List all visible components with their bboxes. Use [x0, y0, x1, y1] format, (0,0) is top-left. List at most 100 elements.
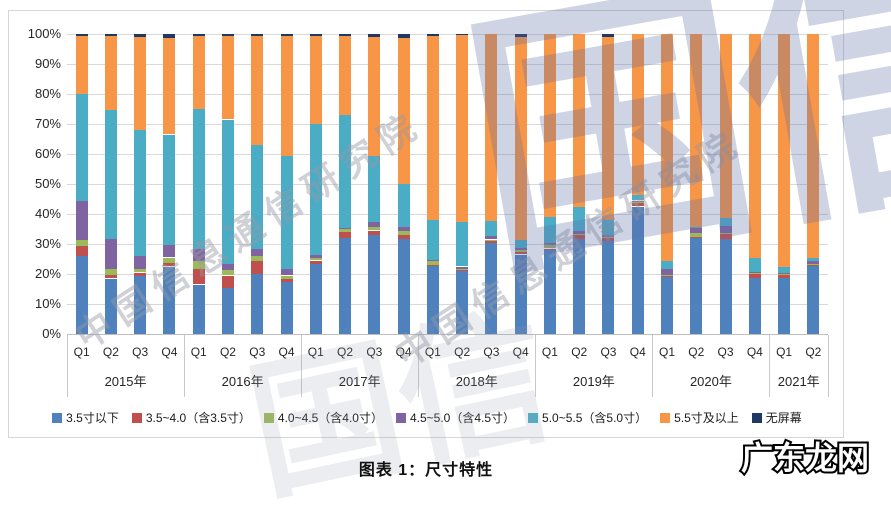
legend-swatch	[131, 412, 142, 423]
quarter-label: Q2	[454, 345, 471, 359]
quarter-label: Q1	[776, 345, 793, 359]
bar-segment	[309, 260, 322, 264]
year-divider	[418, 335, 420, 397]
bar-segment	[778, 34, 791, 267]
bar-segment	[543, 250, 556, 334]
bar-segment	[456, 34, 469, 35]
bar-segment	[485, 239, 498, 241]
legend-swatch	[395, 412, 406, 423]
bar-segment	[602, 238, 615, 241]
bar-segment	[426, 34, 439, 36]
bar-segment	[75, 94, 88, 201]
bar-segment	[719, 226, 732, 234]
quarter-label: Q4	[746, 345, 763, 359]
bar-segment	[163, 34, 176, 38]
legend-label: 无屏幕	[765, 411, 802, 425]
legend-item: 3.5寸以下	[52, 409, 119, 426]
bar-segment	[339, 238, 352, 334]
bar-segment	[368, 155, 381, 223]
bar-segment	[748, 273, 761, 274]
bar-segment	[309, 124, 322, 255]
bar-segment	[339, 34, 352, 36]
legend-swatch	[660, 412, 671, 423]
bar-segment	[192, 268, 205, 285]
bar-segment	[251, 36, 264, 145]
bar-segment	[426, 261, 439, 265]
bar-segment	[251, 145, 264, 249]
quarter-label: Q1	[541, 345, 558, 359]
bar-segment	[192, 248, 205, 261]
chart-caption: 图表 1：尺寸特性	[358, 462, 494, 479]
bar-segment	[690, 238, 703, 334]
bar-segment	[661, 275, 674, 277]
bar-segment	[339, 232, 352, 238]
year-divider	[184, 335, 186, 397]
year-label: 2021年	[777, 374, 820, 389]
bar-segment	[221, 36, 234, 120]
bar-segment	[748, 271, 761, 274]
bar-segment	[719, 238, 732, 334]
legend-item: 4.0~4.5（含4.0寸）	[263, 409, 383, 426]
bar-segment	[485, 243, 498, 334]
bar-segment	[573, 235, 586, 239]
gridline	[67, 154, 828, 155]
bar-segment	[690, 237, 703, 238]
bar-segment	[368, 226, 381, 231]
bar-segment	[397, 238, 410, 334]
bar-segment	[661, 277, 674, 334]
bar-segment	[807, 34, 820, 258]
bar-segment	[778, 274, 791, 275]
gridline	[67, 64, 828, 65]
bar-segment	[192, 36, 205, 109]
bar-segment	[778, 273, 791, 275]
bar-segment	[719, 34, 732, 218]
year-label: 2016年	[221, 374, 264, 389]
bar-segment	[485, 240, 498, 244]
bar-segment	[280, 36, 293, 157]
bar-segment	[104, 268, 117, 275]
bar-segment	[748, 34, 761, 259]
bar-segment	[661, 261, 674, 269]
bar-segment	[163, 257, 176, 263]
bar-segment	[192, 260, 205, 269]
bar-segment	[104, 274, 117, 279]
y-tick-label: 80%	[34, 86, 61, 101]
y-tick-label: 0%	[42, 326, 61, 341]
bar-segment	[573, 230, 586, 235]
bar-segment	[719, 217, 732, 226]
gridline	[67, 34, 828, 35]
bar-segment	[485, 34, 498, 221]
legend-item: 5.5寸及以上	[660, 409, 739, 426]
bar-segment	[280, 275, 293, 279]
bar-segment	[690, 228, 703, 233]
bar-segment	[807, 265, 820, 266]
bar-segment	[807, 264, 820, 265]
bar-segment	[748, 258, 761, 272]
bar-segment	[134, 34, 147, 37]
bar-segment	[426, 265, 439, 334]
bar-segment	[631, 34, 644, 195]
bar-segment	[602, 235, 615, 238]
legend-swatch	[52, 412, 63, 423]
y-tick-label: 40%	[34, 206, 61, 221]
year-label: 2020年	[689, 374, 732, 389]
bar-segment	[573, 238, 586, 334]
bar-segment	[514, 240, 527, 248]
quarter-label: Q2	[337, 345, 354, 359]
quarter-label: Q3	[249, 345, 266, 359]
bar-segment	[221, 119, 234, 265]
bar-segment	[426, 35, 439, 221]
bar-segment	[543, 244, 556, 249]
legend-label: 3.5~4.0（含3.5寸）	[145, 411, 251, 425]
year-label: 2019年	[572, 374, 615, 389]
bar-segment	[602, 241, 615, 334]
bar-segment	[251, 248, 264, 256]
bar-segment	[134, 37, 147, 130]
bar-segment	[456, 34, 469, 222]
legend-label: 4.0~4.5（含4.0寸）	[277, 411, 383, 425]
legend-item: 无屏幕	[751, 409, 802, 426]
bar-segment	[339, 229, 352, 232]
bar-segment	[280, 156, 293, 269]
bar-segment	[573, 34, 586, 207]
bar-segment	[661, 276, 674, 277]
